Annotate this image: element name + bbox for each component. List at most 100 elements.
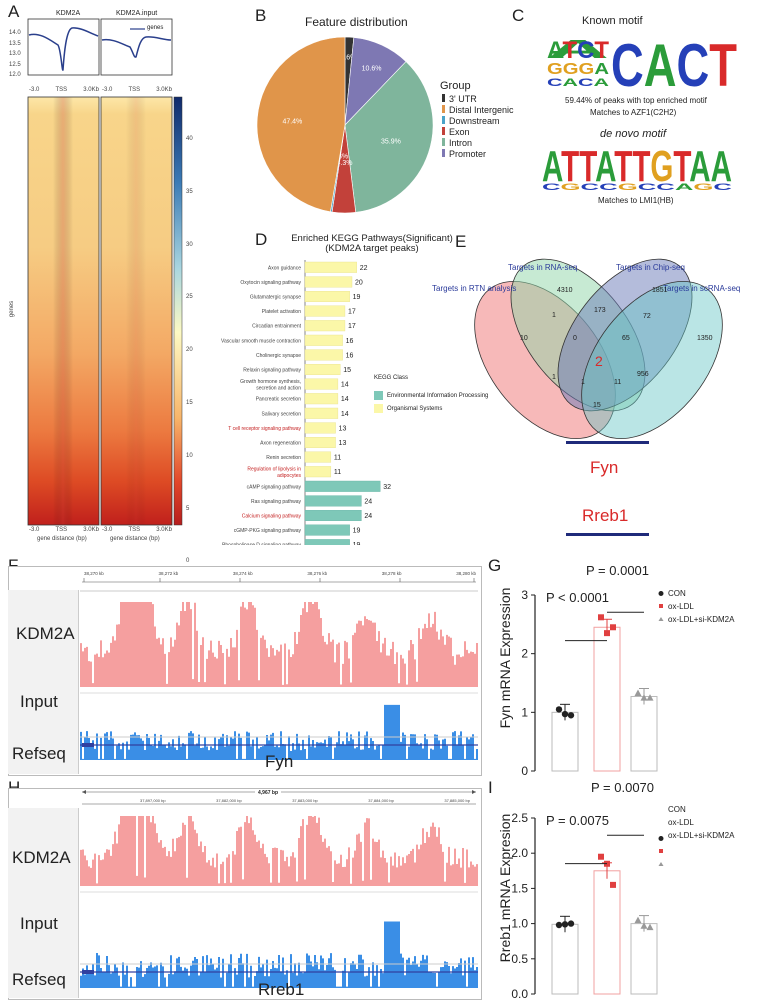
igv-rreb1-span: 4,967 bp (255, 790, 282, 796)
rreb1-expression-chart: 0.0 0.5 1.0 1.5 2.0 2.5 (511, 811, 664, 1001)
heatmap-xlabel-2: gene distance (bp) (110, 536, 160, 542)
kegg-value-label: 19 (353, 542, 361, 545)
y-tick-label: 2 (521, 647, 528, 661)
heatmap-ylabel: genes (9, 300, 16, 318)
kegg-value-label: 13 (339, 440, 347, 447)
venn-count: 4310 (557, 287, 573, 294)
kegg-value-label: 16 (346, 352, 354, 359)
rreb1-legend-item-si: ox-LDL+si-KDM2A (668, 831, 735, 840)
venn-label-chip: Targets in Chip-seq (616, 263, 685, 272)
kegg-value-label: 11 (334, 469, 341, 476)
fyn-track-label-kdm2a: KDM2A (16, 624, 75, 643)
y-tick-label: 0 (521, 764, 528, 778)
panel-label-a: A (8, 2, 20, 21)
data-point (598, 853, 604, 860)
heatmap-x-ticks-2: -3.0 TSS 3.0Kb (102, 527, 172, 533)
colorbar-ticks: 40 35 30 25 20 15 10 5 0 (186, 136, 193, 565)
fyn-pvalue-2: P = 0.0001 (586, 563, 650, 578)
rreb1-legend: CON ox-LDL ox-LDL+si-KDM2A (668, 803, 734, 842)
igv-rreb1-tracks (80, 816, 478, 988)
kegg-value-label: 24 (364, 513, 372, 520)
pie-legend-item: Downstream (442, 116, 514, 127)
denovo-motif-caption: Matches to LMI1(HB) (598, 196, 674, 205)
pie-slice-distal-intergenic (256, 36, 346, 213)
kegg-bar (304, 495, 362, 507)
rreb1-track-label-refseq: Refseq (12, 970, 66, 989)
svg-text:ATCT: ATCT (547, 37, 609, 64)
kegg-value-label: 24 (364, 498, 372, 505)
panel-label-b: B (255, 6, 267, 25)
gene-underline-1 (566, 441, 649, 444)
known-motif-caption2: Matches to AZF1(C2H2) (590, 108, 677, 117)
venn-label-rna: Targets in RNA-seq (508, 263, 578, 272)
rreb1-legend-item-con: CON (668, 805, 686, 814)
igv-fyn-label-column (8, 590, 79, 774)
venn-count: 956 (637, 371, 649, 378)
kegg-category-label: Growth hormone synthesis, (240, 379, 301, 385)
tss-band-kdm2a (53, 97, 73, 525)
legend-swatch-promoter (442, 149, 445, 157)
kegg-legend-item: Organismal Systems (374, 403, 488, 416)
venn-count: 65 (622, 335, 630, 342)
y-tick-label: 2.5 (511, 811, 528, 825)
pie-label: 47.4% (282, 119, 302, 126)
data-point (646, 923, 654, 931)
data-point (634, 916, 642, 924)
fyn-track-label-input: Input (20, 692, 58, 711)
kegg-bar (304, 539, 350, 545)
denovo-motif-title: de novo motif (600, 128, 667, 140)
kegg-value-label: 14 (341, 382, 349, 389)
data-point (567, 712, 575, 719)
fyn-legend-item-oxldl: ox-LDL (668, 602, 694, 611)
rreb1-pvalue-1: P = 0.0075 (546, 813, 610, 828)
kegg-bar (304, 305, 346, 317)
kegg-bar (304, 276, 353, 288)
expression-bar (630, 923, 658, 995)
pie-legend-title: Group (440, 80, 471, 92)
rreb1-pvalue-2: P = 0.0070 (591, 780, 655, 795)
venn-label-scrna: Targets in scRNA-seq (663, 284, 741, 293)
kegg-title: Enriched KEGG Pathways(Significant) (KDM2… (291, 233, 453, 254)
gene-underline-2 (566, 533, 649, 536)
kegg-category-label: Glutamatergic synapse (250, 295, 301, 301)
kegg-bar (304, 509, 362, 521)
igv-fyn-ruler (82, 578, 476, 583)
expression-bar (630, 695, 658, 772)
fyn-legend-item-con: CON (668, 589, 686, 598)
profile-y-ticks: 14.0 13.5 13.0 12.5 12.0 (9, 30, 21, 79)
kegg-bar (304, 261, 357, 273)
kegg-value-label: 15 (343, 367, 351, 374)
kegg-bar (304, 436, 336, 448)
y-tick-label: 0.5 (511, 952, 528, 966)
kegg-bar (304, 291, 350, 303)
rreb1-track-label-input: Input (20, 914, 58, 933)
venn-count: 173 (594, 307, 606, 314)
profile-x-ticks-1: -3.0 TSS 3.0Kb (29, 87, 99, 93)
legend-marker-con (658, 836, 664, 841)
kegg-category-label: Cholinergic synapse (256, 353, 301, 359)
kegg-value-label: 19 (353, 294, 361, 301)
kegg-value-label: 20 (355, 279, 363, 286)
kegg-category-label: Relaxin signaling pathway (243, 368, 301, 374)
kegg-category-label: Phospholipase D signaling pathway (222, 543, 301, 545)
kegg-legend-title: KEGG Class (374, 375, 409, 381)
svg-text:ATTATTGTAA: ATTATTGTAA (542, 143, 732, 191)
pie-legend-item: Intron (442, 138, 514, 149)
data-point (567, 920, 575, 927)
venn-diagram (474, 258, 723, 439)
known-motif-caption1: 59.44% of peaks with top enriched motif (565, 96, 707, 105)
pie-title: Feature distribution (305, 15, 408, 29)
input-signal-track (80, 704, 478, 760)
tss-band-input (126, 97, 146, 525)
data-point (598, 614, 604, 621)
known-motif-title: Known motif (582, 15, 643, 27)
expression-bar (593, 870, 621, 995)
kegg-bar (304, 393, 339, 405)
venn-count: 1 (552, 374, 556, 381)
legend-swatch-distal (442, 105, 445, 113)
kegg-category-label: Platelet activation (262, 309, 301, 315)
venn-count: 10 (520, 335, 528, 342)
